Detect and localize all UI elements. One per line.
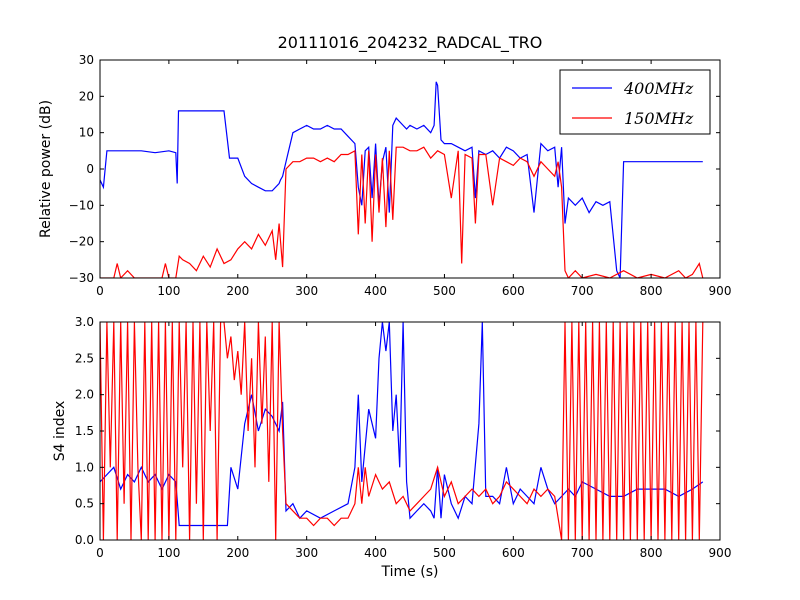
s4-x-tick-label: 800 [640, 546, 663, 560]
time-x-axis-label: Time (s) [381, 564, 439, 580]
s4-x-tick-label: 700 [571, 546, 594, 560]
power-y-tick-label: 0 [86, 162, 94, 176]
s4-x-tick-label: 0 [96, 546, 104, 560]
power-subplot: 0 100 200 300 400 500 600 700 800 900 −30 −20 −10 0 10… [38, 53, 731, 298]
power-y-tick-label: 30 [79, 53, 94, 67]
legend-label-400: 400MHz [623, 79, 694, 98]
legend: 400MHz 150MHz [559, 69, 711, 135]
s4-series-150-line [100, 322, 704, 540]
power-x-tick-label: 100 [157, 284, 180, 298]
power-x-tick-label: 200 [226, 284, 249, 298]
power-y-axis-label: Relative power (dB) [38, 100, 54, 238]
s4-y-tick-label: 0.5 [75, 497, 94, 511]
power-series-150-line [100, 146, 704, 278]
power-x-tick-label: 400 [364, 284, 387, 298]
s4-y-axis-label: S4 index [52, 401, 68, 462]
power-y-tick-label: 20 [79, 89, 94, 103]
power-y-tick-label: −10 [69, 198, 94, 212]
s4-subplot: 0 100 200 300 400 500 600 700 800 900 0.0 0.5 1.0 1.5… [52, 315, 731, 580]
legend-label-150: 150MHz [624, 109, 694, 128]
legend-box [559, 69, 711, 135]
s4-x-tick-label: 300 [295, 546, 318, 560]
power-y-tick-label: 10 [79, 126, 94, 140]
power-x-tick-label: 600 [502, 284, 525, 298]
s4-y-tick-label: 1.5 [75, 424, 94, 438]
power-x-tick-label: 900 [709, 284, 732, 298]
s4-x-tick-label: 200 [226, 546, 249, 560]
power-x-tick-label: 0 [96, 284, 104, 298]
s4-y-tick-label: 1.0 [75, 460, 94, 474]
power-series-400-line [100, 81, 703, 278]
s4-y-tick-label: 3.0 [75, 315, 94, 329]
s4-x-tick-label: 400 [364, 546, 387, 560]
s4-y-tick-label: 0.0 [75, 533, 94, 547]
s4-x-tick-label: 600 [502, 546, 525, 560]
s4-x-tick-label: 900 [709, 546, 732, 560]
power-y-tick-label: −30 [69, 271, 94, 285]
s4-y-tick-label: 2.0 [75, 388, 94, 402]
s4-y-tick-label: 2.5 [75, 351, 94, 365]
s4-x-tick-label: 500 [433, 546, 456, 560]
power-y-tick-label: −20 [69, 235, 94, 249]
s4-x-tick-label: 100 [157, 546, 180, 560]
power-x-tick-label: 700 [571, 284, 594, 298]
chart-title: 20111016_204232_RADCAL_TRO [278, 33, 543, 53]
power-x-tick-label: 500 [433, 284, 456, 298]
s4-series-400-line [100, 322, 704, 527]
power-x-tick-label: 300 [295, 284, 318, 298]
power-x-tick-label: 800 [640, 284, 663, 298]
